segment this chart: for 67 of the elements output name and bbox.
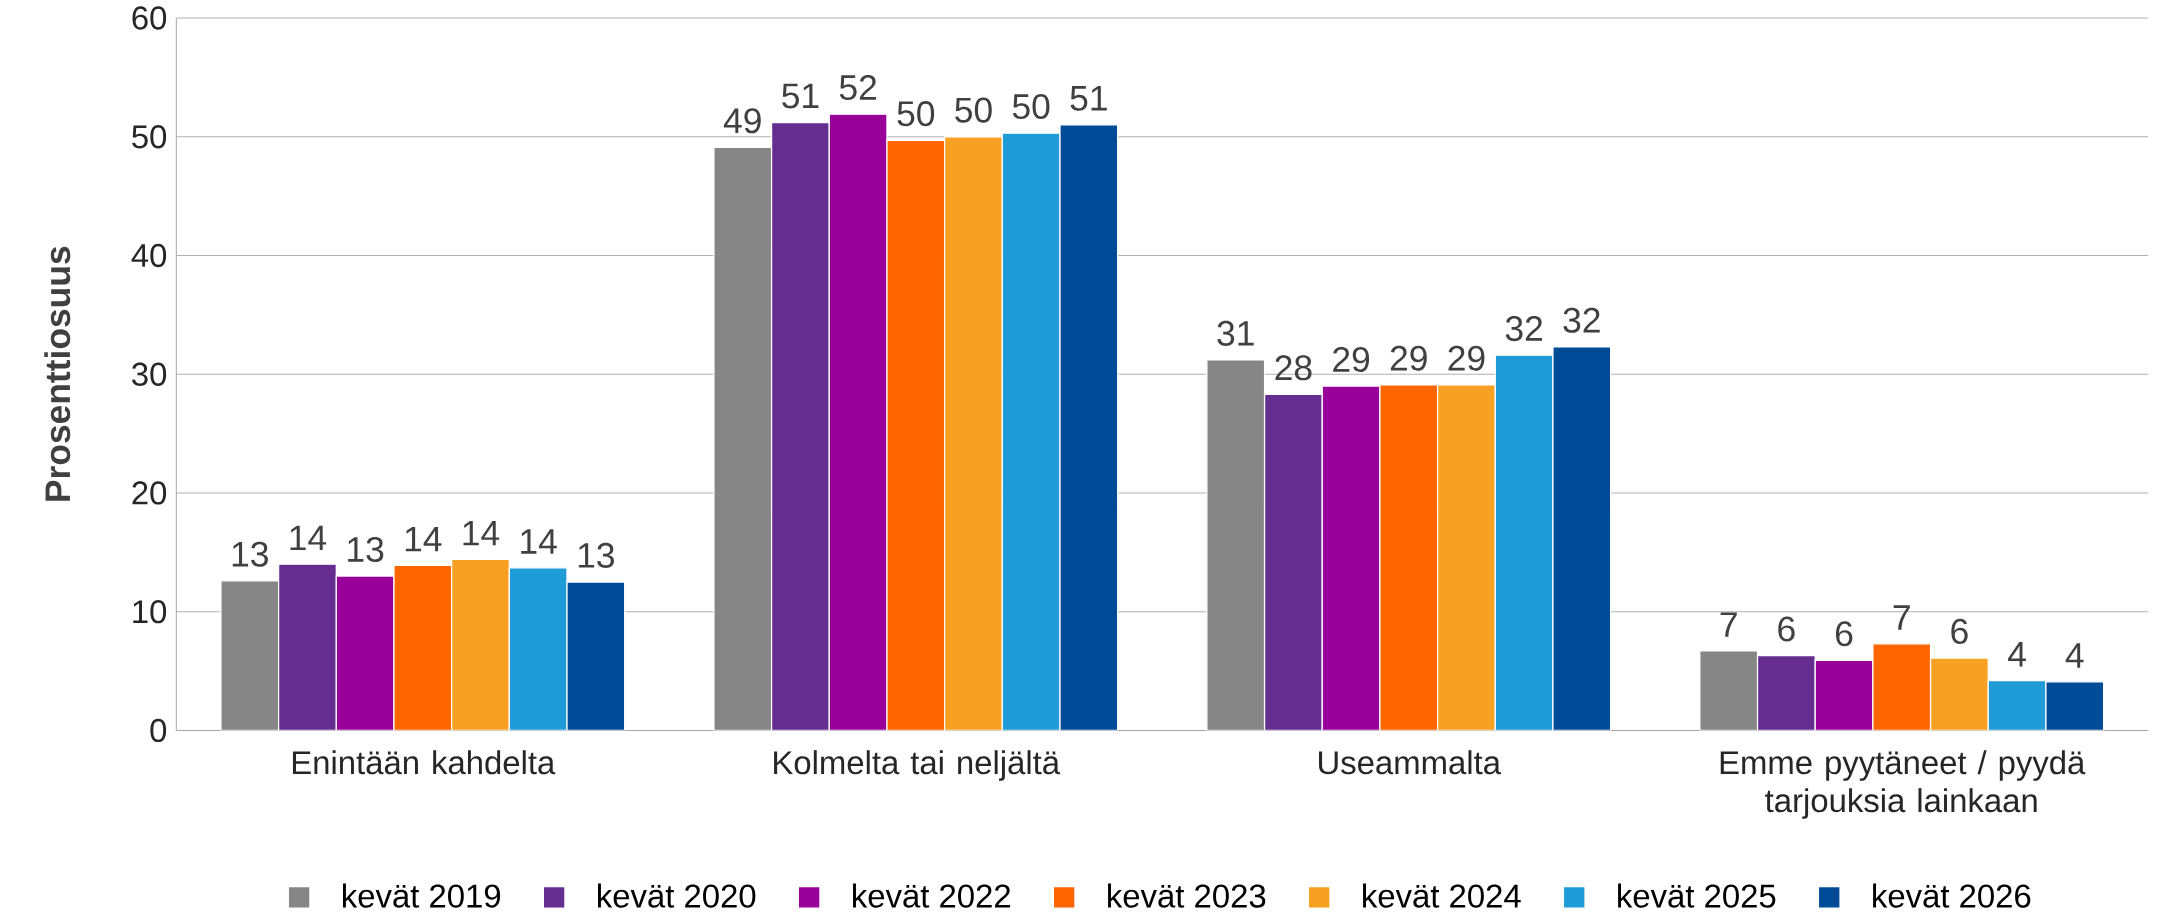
y-tick-label: 20: [132, 481, 167, 505]
bar: [713, 146, 773, 731]
data-label: 29: [1390, 345, 1427, 371]
x-tick-label: Useammalta: [1319, 750, 1502, 775]
legend-label: kevät 2019: [343, 883, 501, 908]
data-label: 13: [348, 536, 384, 562]
bar: [277, 563, 337, 731]
bar: [1379, 384, 1439, 731]
x-tick-label: Emme pyytäneet / pyydä tarjouksia lainkaan: [1720, 750, 2086, 819]
data-label: 14: [405, 526, 442, 552]
data-label: 32: [1505, 315, 1543, 341]
bar: [1001, 132, 1061, 731]
bar: [1699, 650, 1759, 731]
y-tick-label: 10: [133, 599, 167, 624]
data-label: 28: [1275, 355, 1312, 381]
legend-label: kevät 2022: [853, 883, 1010, 908]
bar: [508, 566, 568, 731]
legend-label: kevät 2024: [1363, 883, 1521, 908]
y-tick-label: 30: [132, 362, 167, 386]
y-tick-label: 50: [132, 124, 167, 149]
legend-label: kevät 2023: [1108, 883, 1266, 908]
data-label: 50: [1012, 93, 1050, 119]
data-label: 13: [578, 542, 614, 568]
x-tick-label: Enintään kahdelta: [292, 750, 556, 775]
data-label: 4: [2008, 641, 2026, 667]
y-tick-label: 60: [132, 6, 167, 30]
data-label: 7: [1893, 605, 1910, 630]
data-label: 51: [1070, 85, 1107, 111]
data-label: 50: [955, 97, 992, 123]
data-label: 7: [1720, 612, 1737, 637]
data-label: 4: [2065, 643, 2084, 668]
bar: [770, 121, 830, 731]
data-label: 29: [1333, 346, 1370, 372]
data-label: 14: [521, 529, 557, 554]
bar: [393, 564, 453, 731]
bar: [1987, 679, 2047, 731]
bar: [1059, 124, 1119, 731]
bar: [1263, 393, 1323, 731]
legend-label: kevät 2025: [1618, 883, 1776, 908]
data-label: 51: [782, 83, 819, 109]
data-label: 50: [897, 100, 935, 127]
bar: [886, 139, 946, 731]
bar: [566, 581, 626, 731]
data-label: 32: [1563, 307, 1600, 333]
bar: [2045, 680, 2105, 731]
data-label: 6: [1836, 621, 1853, 647]
data-label: 29: [1448, 345, 1485, 371]
bar: [1552, 346, 1612, 731]
data-label: 6: [1778, 616, 1795, 642]
y-tick-label: 0: [150, 718, 167, 742]
data-label: 6: [1951, 618, 1968, 644]
data-label: 31: [1217, 320, 1254, 346]
bar: [1494, 354, 1554, 731]
y-axis-title: Prosenttiosuus: [44, 246, 71, 501]
data-label: 14: [290, 525, 327, 550]
data-label: 52: [839, 74, 877, 100]
data-label: 14: [463, 520, 500, 546]
y-tick-label: 40: [131, 243, 167, 267]
data-label: 13: [232, 541, 268, 567]
bar: [1756, 654, 1816, 731]
data-label: 49: [723, 108, 761, 134]
bar: [1872, 642, 1932, 731]
legend-label: kevät 2020: [598, 883, 756, 908]
bar: [220, 580, 280, 731]
x-tick-label: Kolmelta tai neljältä: [774, 750, 1061, 781]
bar: [1206, 359, 1266, 731]
legend-label: kevät 2026: [1873, 883, 2031, 908]
